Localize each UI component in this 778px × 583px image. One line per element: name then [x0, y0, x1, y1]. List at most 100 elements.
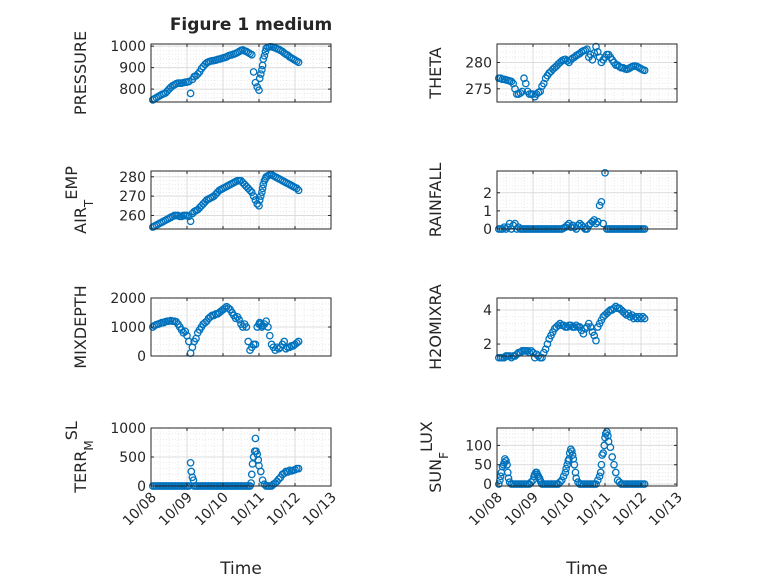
data-point [292, 339, 301, 347]
y-tick-label: 2 [483, 186, 492, 202]
data-point [255, 86, 263, 95]
subplot-3: 0 1 2 RAINFALL [426, 163, 678, 238]
data-point [258, 65, 266, 74]
data-point [579, 329, 588, 338]
data-point [559, 472, 568, 481]
y-tick-label: 0 [483, 477, 492, 493]
y-tick-label: 500 [119, 450, 146, 466]
data-point [294, 337, 303, 346]
data-point [512, 350, 521, 359]
data-point [251, 196, 260, 204]
data-point [606, 443, 615, 452]
y-axis-label: THETA [426, 47, 445, 99]
x-tick-label: 10/08 [466, 490, 506, 530]
data-point [570, 323, 579, 331]
subplot-5: 2 4 H2OMIXRA [426, 284, 678, 370]
data-point [494, 480, 503, 488]
y-axis-label: AIRTEMP [62, 166, 97, 234]
axes-box [150, 43, 332, 103]
subplot-7: 0 50 100 SUNFLUX 10/0810/0910/1010/1110/1210… [417, 421, 686, 579]
x-axis-label: Time [219, 559, 262, 579]
data-point [256, 70, 265, 78]
axes-box [496, 297, 678, 357]
data-point [622, 311, 631, 319]
data-point [557, 476, 566, 485]
data-point [260, 51, 269, 60]
data-point [637, 314, 645, 323]
x-tick-label: 10/13 [300, 490, 340, 530]
axes-box [496, 170, 678, 230]
y-tick-label: 1 [483, 204, 492, 220]
y-tick-label: 800 [119, 82, 146, 98]
data-point [559, 321, 568, 330]
data-point [247, 470, 256, 479]
subplot-0: 800 900 1000 PRESSURE [71, 31, 332, 115]
x-tick-label: 10/12 [610, 490, 650, 530]
data-point [543, 340, 552, 348]
data-point [595, 201, 604, 210]
data-point [596, 468, 605, 477]
data-point [599, 449, 608, 457]
data-point [640, 66, 649, 75]
y-tick-label: 2 [483, 337, 492, 353]
data-point [181, 327, 190, 336]
y-tick-label: 0 [483, 222, 492, 238]
y-tick-label: 270 [119, 189, 146, 205]
data-point [610, 304, 618, 313]
axes-box [496, 43, 678, 103]
data-point [568, 447, 576, 456]
data-point [554, 321, 563, 330]
data-point [521, 79, 530, 88]
data-point [507, 77, 516, 86]
data-point [258, 188, 266, 197]
data-point [246, 186, 254, 195]
axes-box [150, 170, 332, 230]
data-point [595, 472, 604, 481]
data-point [294, 464, 303, 473]
data-point [590, 216, 599, 224]
data-point [274, 475, 283, 483]
subplot-1: 275 280 THETA [426, 42, 678, 103]
data-point [186, 89, 195, 98]
data-point [572, 474, 581, 483]
x-tick-label: 10/10 [538, 490, 578, 530]
data-point [597, 460, 606, 469]
y-tick-label: 50 [474, 458, 492, 474]
data-point [247, 50, 256, 59]
data-point [556, 478, 564, 486]
data-point [231, 314, 240, 323]
axes-box [496, 427, 678, 487]
data-point [538, 353, 546, 362]
data-point [256, 467, 265, 476]
x-tick-label: 10/09 [502, 490, 542, 530]
data-point [242, 323, 251, 331]
y-axis-label: SUNFLUX [417, 421, 452, 493]
data-point [186, 458, 195, 467]
data-point [588, 217, 597, 226]
data-point [235, 315, 244, 324]
x-axis-label: Time [565, 559, 608, 579]
data-point [504, 474, 513, 483]
data-point [220, 304, 229, 312]
data-point [611, 468, 620, 477]
data-point [527, 478, 536, 486]
y-axis-label: MIXDEPTH [71, 285, 90, 368]
data-point [503, 460, 511, 469]
y-axis-label: H2OMIXRA [426, 284, 445, 370]
data-point [562, 464, 570, 473]
data-point [265, 331, 274, 340]
data-point [294, 58, 303, 67]
data-point [586, 323, 595, 331]
data-point [640, 314, 649, 323]
data-point [570, 460, 579, 469]
data-point [256, 192, 265, 200]
y-tick-label: 1000 [110, 320, 146, 336]
data-point [264, 323, 272, 331]
data-point [572, 321, 581, 330]
data-point [608, 453, 617, 461]
data-point [566, 321, 575, 330]
data-point [251, 340, 260, 349]
data-point [186, 217, 195, 226]
